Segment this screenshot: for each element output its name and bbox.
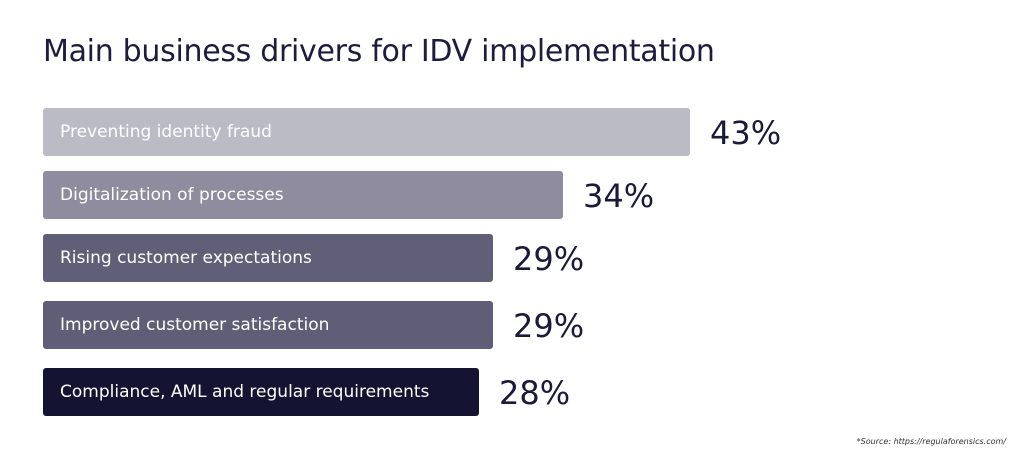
value-label: 29% [513,307,585,345]
bar: Rising customer expectations [43,234,493,282]
value-label: 29% [513,240,585,278]
bar-label: Rising customer expectations [60,248,312,268]
bar: Digitalization of processes [43,171,563,219]
bar-label: Compliance, AML and regular requirements [60,382,430,402]
bar: Compliance, AML and regular requirements [43,368,479,416]
bar: Improved customer satisfaction [43,301,493,349]
bar-label: Improved customer satisfaction [60,315,330,335]
bar: Preventing identity fraud [43,108,690,156]
bar-label: Preventing identity fraud [60,122,272,142]
source-note: *Source: https://regulaforensics.com/ [856,437,1006,446]
bar-label: Digitalization of processes [60,185,284,205]
value-label: 34% [583,177,655,215]
value-label: 28% [499,374,571,412]
value-label: 43% [710,114,782,152]
chart-title: Main business drivers for IDV implementa… [43,34,715,69]
